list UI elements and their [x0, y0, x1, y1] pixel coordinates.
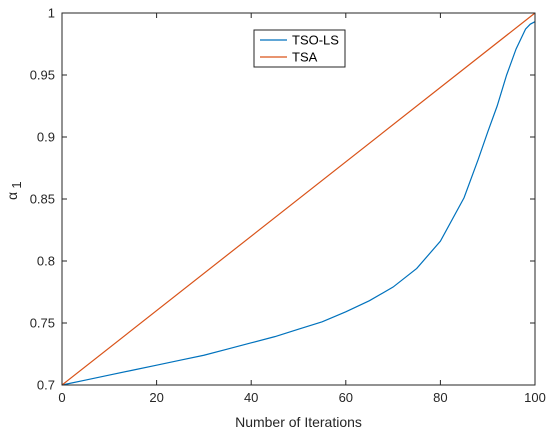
series-line-tsa	[61, 12, 536, 386]
x-tick-label: 60	[339, 390, 353, 405]
y-tick-label: 0.8	[37, 254, 55, 269]
series-layer	[61, 12, 536, 386]
y-tick-label: 1	[48, 6, 55, 21]
y-axis-label-symbol: α	[4, 192, 20, 200]
series-line-tso-ls	[61, 21, 536, 386]
legend-label-tsa: TSA	[292, 50, 318, 65]
legend-box	[253, 29, 346, 68]
x-tick-label: 100	[524, 390, 546, 405]
x-tick-label: 20	[149, 390, 163, 405]
x-tick-label: 0	[58, 390, 65, 405]
y-tick-label: 0.95	[30, 68, 55, 83]
legend: TSO-LS TSA	[253, 29, 346, 68]
y-tick-label: 0.7	[37, 378, 55, 393]
y-tick-label: 0.9	[37, 130, 55, 145]
legend-label-tso-ls: TSO-LS	[292, 33, 339, 48]
y-tick-label: 0.85	[30, 192, 55, 207]
x-axis-label: Number of Iterations	[235, 414, 362, 430]
y-axis-label-subscript: 1	[9, 181, 24, 188]
y-tick-label: 0.75	[30, 316, 55, 331]
ticks-layer: 0 20 40 60 80 100 0.7 0.75 0.8 0.85 0.9 0.95 1	[30, 6, 546, 406]
x-tick-label: 40	[244, 390, 258, 405]
y-axis-label: α 1	[4, 181, 24, 200]
x-tick-label: 80	[433, 390, 447, 405]
